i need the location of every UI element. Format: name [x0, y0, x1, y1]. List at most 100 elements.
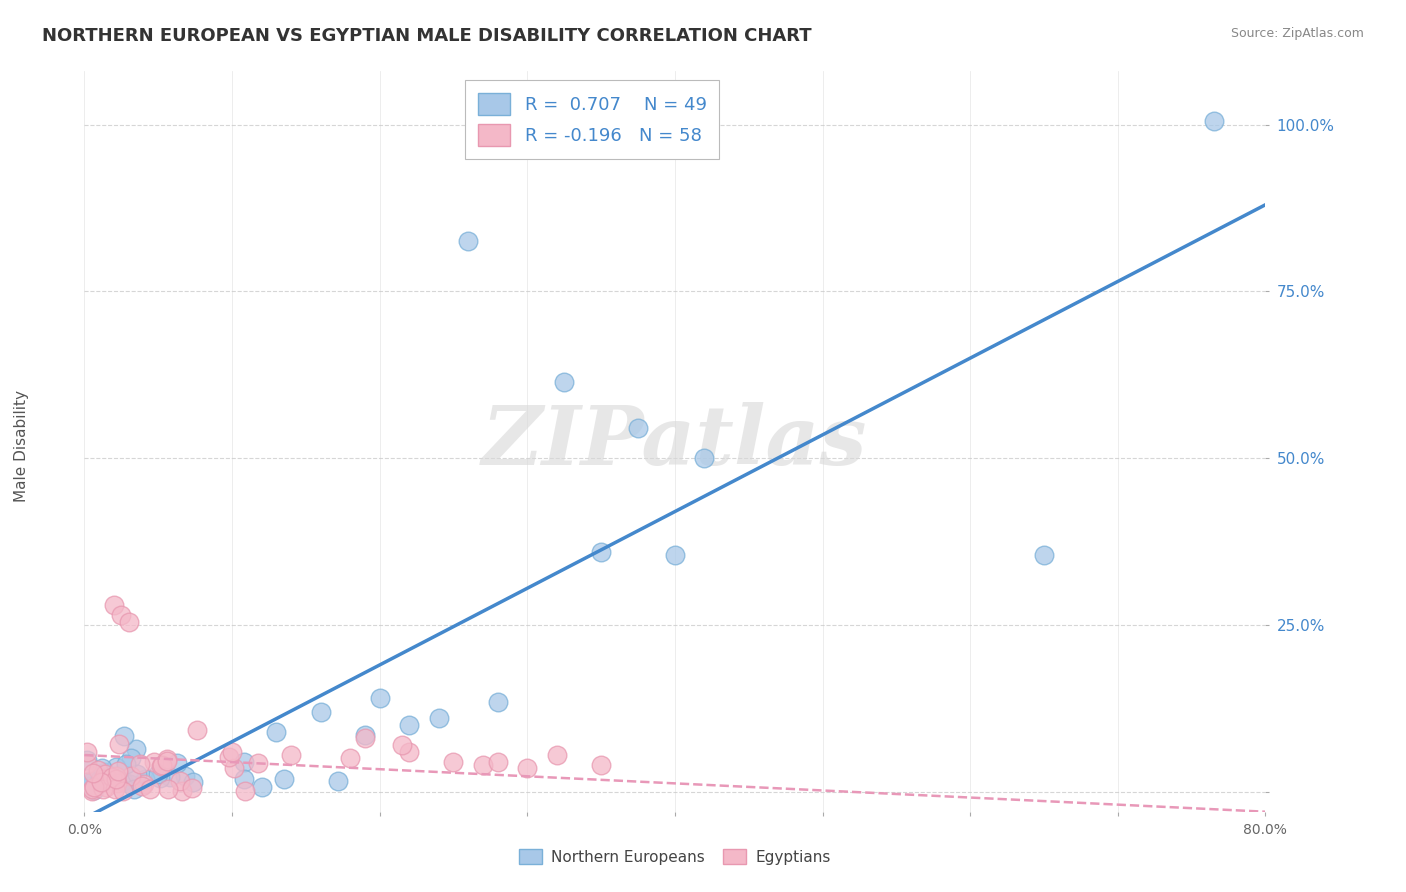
Point	[224, 761, 246, 775]
Point	[80, 782, 103, 797]
Point	[120, 769, 142, 783]
Point	[101, 771, 124, 785]
Text: ZIPatlas: ZIPatlas	[482, 401, 868, 482]
Point	[90, 761, 112, 775]
Point	[150, 758, 173, 772]
Point	[105, 760, 128, 774]
Point	[105, 775, 128, 789]
Point	[89, 772, 111, 787]
Point	[553, 375, 575, 389]
Point	[156, 781, 179, 796]
Point	[181, 780, 204, 795]
Point	[516, 761, 538, 775]
Point	[546, 747, 568, 762]
Point	[93, 766, 115, 780]
Point	[105, 769, 128, 783]
Point	[250, 780, 273, 794]
Point	[94, 764, 117, 779]
Point	[354, 728, 377, 742]
Point	[326, 774, 349, 789]
Point	[104, 781, 127, 796]
Point	[339, 751, 361, 765]
Point	[87, 763, 110, 777]
Point	[91, 782, 114, 797]
Point	[354, 731, 377, 746]
Point	[107, 764, 129, 778]
Point	[221, 745, 243, 759]
Point	[266, 724, 288, 739]
Point	[591, 544, 613, 558]
Point	[118, 615, 141, 629]
Point	[125, 742, 148, 756]
Point	[427, 711, 450, 725]
Point	[134, 772, 156, 786]
Point	[309, 705, 332, 719]
Point	[368, 691, 391, 706]
Point	[115, 756, 138, 771]
Point	[233, 783, 256, 797]
Point	[122, 782, 145, 797]
Point	[132, 777, 155, 791]
Point	[664, 548, 686, 562]
Point	[159, 770, 181, 784]
Point	[391, 738, 413, 752]
Point	[110, 607, 132, 622]
Point	[166, 756, 188, 770]
Point	[77, 773, 100, 788]
Point	[146, 767, 169, 781]
Point	[120, 777, 142, 791]
Point	[155, 752, 177, 766]
Point	[398, 745, 420, 759]
Point	[83, 780, 105, 795]
Point	[170, 784, 193, 798]
Point	[1033, 548, 1056, 562]
Point	[149, 771, 172, 785]
Point	[76, 756, 98, 771]
Point	[186, 723, 208, 738]
Point	[398, 718, 420, 732]
Point	[94, 780, 117, 795]
Point	[76, 745, 98, 759]
Point	[93, 772, 115, 786]
Point	[138, 781, 160, 796]
Point	[127, 767, 149, 781]
Point	[131, 780, 153, 794]
Text: Male Disability: Male Disability	[14, 390, 28, 502]
Point	[82, 766, 104, 780]
Legend: Northern Europeans, Egyptians: Northern Europeans, Egyptians	[513, 843, 837, 871]
Point	[96, 770, 118, 784]
Point	[443, 755, 465, 769]
Point	[129, 757, 152, 772]
Point	[83, 783, 105, 797]
Point	[156, 754, 179, 768]
Text: NORTHERN EUROPEAN VS EGYPTIAN MALE DISABILITY CORRELATION CHART: NORTHERN EUROPEAN VS EGYPTIAN MALE DISAB…	[42, 27, 811, 45]
Point	[181, 774, 204, 789]
Point	[218, 749, 240, 764]
Point	[280, 747, 302, 762]
Point	[1202, 114, 1225, 128]
Point	[111, 773, 134, 788]
Point	[591, 758, 613, 772]
Point	[79, 776, 101, 790]
Point	[103, 598, 125, 612]
Point	[76, 753, 98, 767]
Point	[472, 758, 495, 772]
Point	[107, 737, 129, 751]
Point	[693, 451, 716, 466]
Point	[169, 774, 191, 789]
Point	[93, 775, 115, 789]
Point	[150, 759, 173, 773]
Point	[143, 756, 166, 770]
Point	[486, 755, 509, 769]
Point	[273, 772, 295, 786]
Text: Source: ZipAtlas.com: Source: ZipAtlas.com	[1230, 27, 1364, 40]
Point	[246, 756, 269, 770]
Point	[232, 772, 254, 787]
Point	[233, 755, 256, 769]
Point	[112, 730, 135, 744]
Point	[174, 769, 197, 783]
Point	[79, 780, 101, 794]
Point	[90, 775, 112, 789]
Point	[627, 421, 650, 435]
Point	[120, 750, 142, 764]
